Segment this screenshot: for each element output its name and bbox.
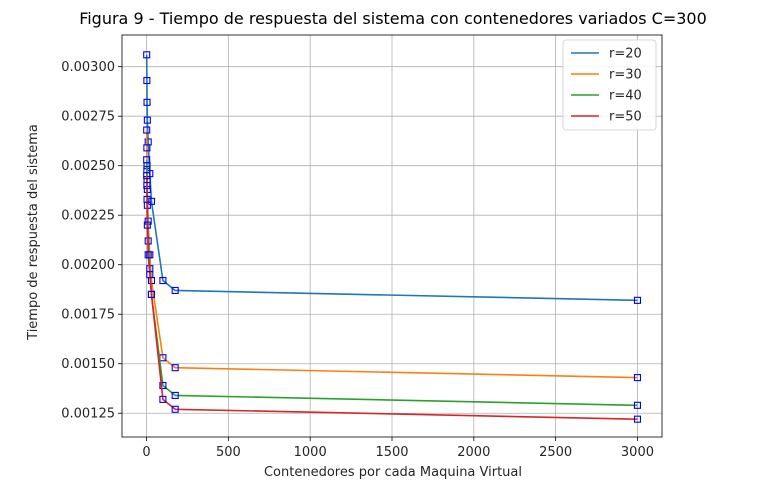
legend-label: r=40 xyxy=(609,89,642,104)
data-point xyxy=(633,374,642,382)
data-point xyxy=(144,251,152,259)
data-point xyxy=(171,391,179,399)
legend-label: r=30 xyxy=(609,68,642,83)
series-line xyxy=(145,159,638,407)
legend-label: r=20 xyxy=(609,47,642,62)
data-point xyxy=(633,401,642,409)
y-tick-label: 0.00175 xyxy=(61,308,115,323)
x-tick-label: 2500 xyxy=(539,445,572,460)
data-point xyxy=(143,116,151,124)
data-point xyxy=(143,172,151,180)
x-tick-label: 500 xyxy=(216,445,241,460)
data-point xyxy=(159,277,167,285)
y-axis-label: Tiempo de respuesta del sistema xyxy=(26,124,41,341)
series-line xyxy=(145,54,638,302)
series-layer xyxy=(143,51,642,423)
chart-title: Figura 9 - Tiempo de respuesta del siste… xyxy=(79,9,707,28)
x-tick-label: 3000 xyxy=(621,445,654,460)
legend-label: r=50 xyxy=(609,110,642,125)
y-tick-label: 0.00200 xyxy=(61,258,115,273)
y-tick-label: 0.00225 xyxy=(61,209,115,224)
data-point xyxy=(143,181,151,190)
y-tick-label: 0.00275 xyxy=(61,110,115,125)
x-axis-label: Contenedores por cada Maquina Virtual xyxy=(264,465,522,480)
data-point xyxy=(143,144,151,152)
x-tick-label: 1000 xyxy=(294,445,327,460)
data-point xyxy=(143,221,151,229)
data-point xyxy=(171,286,179,295)
data-point xyxy=(633,296,642,304)
data-point xyxy=(143,76,151,85)
ticks: 0 500 1000 1500 2000 2500 3000 0.00125 0.00150 0.… xyxy=(61,60,654,460)
legend-box xyxy=(562,39,657,131)
data-point xyxy=(159,381,167,390)
x-tick-label: 1500 xyxy=(375,445,408,460)
x-tick-label: 2000 xyxy=(457,445,490,460)
series-line xyxy=(145,175,638,420)
data-point xyxy=(633,415,642,423)
data-point xyxy=(143,195,151,203)
legend: r=20 r=30 r=40 r=50 xyxy=(562,39,657,131)
data-point xyxy=(147,290,156,298)
series-r=50 xyxy=(143,172,642,423)
y-tick-label: 0.00300 xyxy=(61,60,115,75)
y-tick-label: 0.00150 xyxy=(61,357,115,372)
data-point xyxy=(171,405,179,413)
y-tick-label: 0.00125 xyxy=(61,407,115,422)
data-point xyxy=(146,271,154,279)
x-tick-label: 0 xyxy=(142,445,150,460)
data-point xyxy=(159,395,167,403)
data-point xyxy=(143,156,151,164)
y-tick-label: 0.00250 xyxy=(61,159,115,174)
data-point xyxy=(171,364,179,372)
data-point xyxy=(143,126,151,134)
data-point xyxy=(143,98,151,106)
data-point xyxy=(143,51,151,59)
